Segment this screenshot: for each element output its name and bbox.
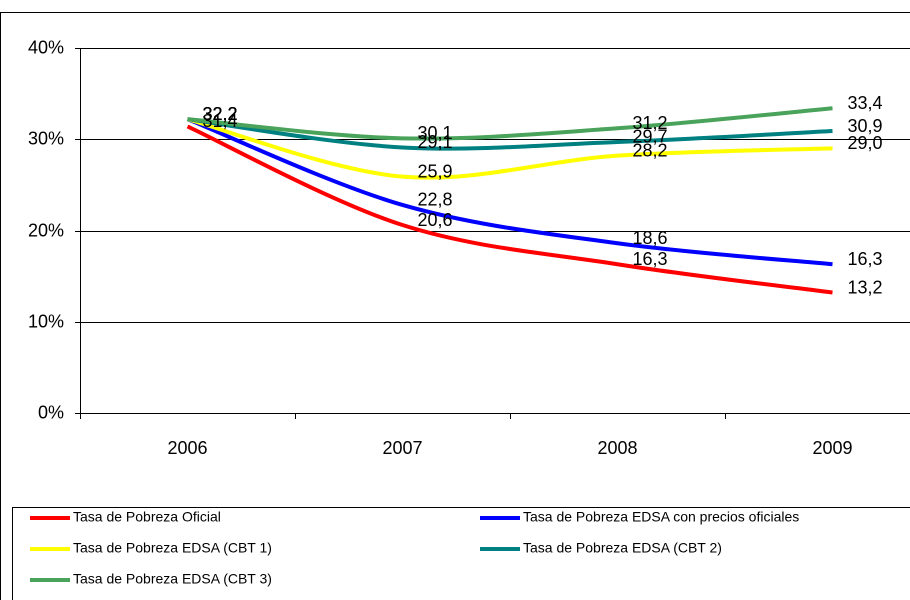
legend: Tasa de Pobreza Oficial Tasa de Pobreza E… [30, 509, 799, 587]
series-line [186, 117, 833, 267]
data-label: 31,2 [633, 113, 668, 133]
data-label: 29,0 [848, 133, 883, 153]
data-label: 31,4 [203, 111, 238, 131]
data-label: 32,2 [203, 104, 238, 124]
data-label: 30,9 [848, 116, 883, 136]
legend-label: Tasa de Pobreza EDSA (CBT 2) [523, 540, 722, 556]
series-line [187, 106, 833, 141]
series-line [187, 117, 833, 151]
legend-label: Tasa de Pobreza EDSA con precios oficial… [523, 509, 799, 525]
chart-frame [0, 12, 910, 600]
series-line [186, 124, 833, 295]
y-tick-label: 0% [38, 402, 64, 422]
data-label: 25,9 [418, 161, 453, 181]
legend-label: Tasa de Pobreza Oficial [73, 509, 221, 525]
data-label: 22,8 [418, 190, 453, 210]
data-label: 16,3 [633, 249, 668, 269]
data-label: 29,1 [418, 132, 453, 152]
y-tick-label: 10% [28, 311, 64, 331]
y-tick-label: 30% [28, 128, 64, 148]
data-label: 32,2 [203, 104, 238, 124]
data-label: 33,4 [848, 93, 883, 113]
grid: 0% 10% 20% 30% 40% 2006 2007 2008 2009 [28, 37, 910, 458]
data-label: 20,6 [418, 210, 453, 230]
x-tick-label: 2007 [382, 438, 422, 458]
data-label: 18,6 [633, 228, 668, 248]
data-label: 16,3 [848, 249, 883, 269]
data-label: 13,2 [848, 277, 883, 297]
x-tick-label: 2009 [812, 438, 852, 458]
data-label: 30,1 [418, 123, 453, 143]
lines [186, 106, 833, 295]
y-tick-label: 40% [28, 37, 64, 57]
y-tick-label: 20% [28, 220, 64, 240]
x-tick-label: 2006 [167, 438, 207, 458]
data-label: 28,2 [633, 140, 668, 160]
data-label: 29,7 [633, 127, 668, 147]
legend-label: Tasa de Pobreza EDSA (CBT 1) [73, 540, 272, 556]
x-tick-label: 2008 [597, 438, 637, 458]
series-line [186, 117, 833, 180]
legend-label: Tasa de Pobreza EDSA (CBT 3) [73, 571, 272, 587]
data-label: 32,2 [203, 104, 238, 124]
legend-box [12, 507, 910, 600]
data-label: 32,2 [203, 104, 238, 124]
data-labels: 31,420,616,313,232,222,818,616,332,225,9… [203, 93, 883, 297]
